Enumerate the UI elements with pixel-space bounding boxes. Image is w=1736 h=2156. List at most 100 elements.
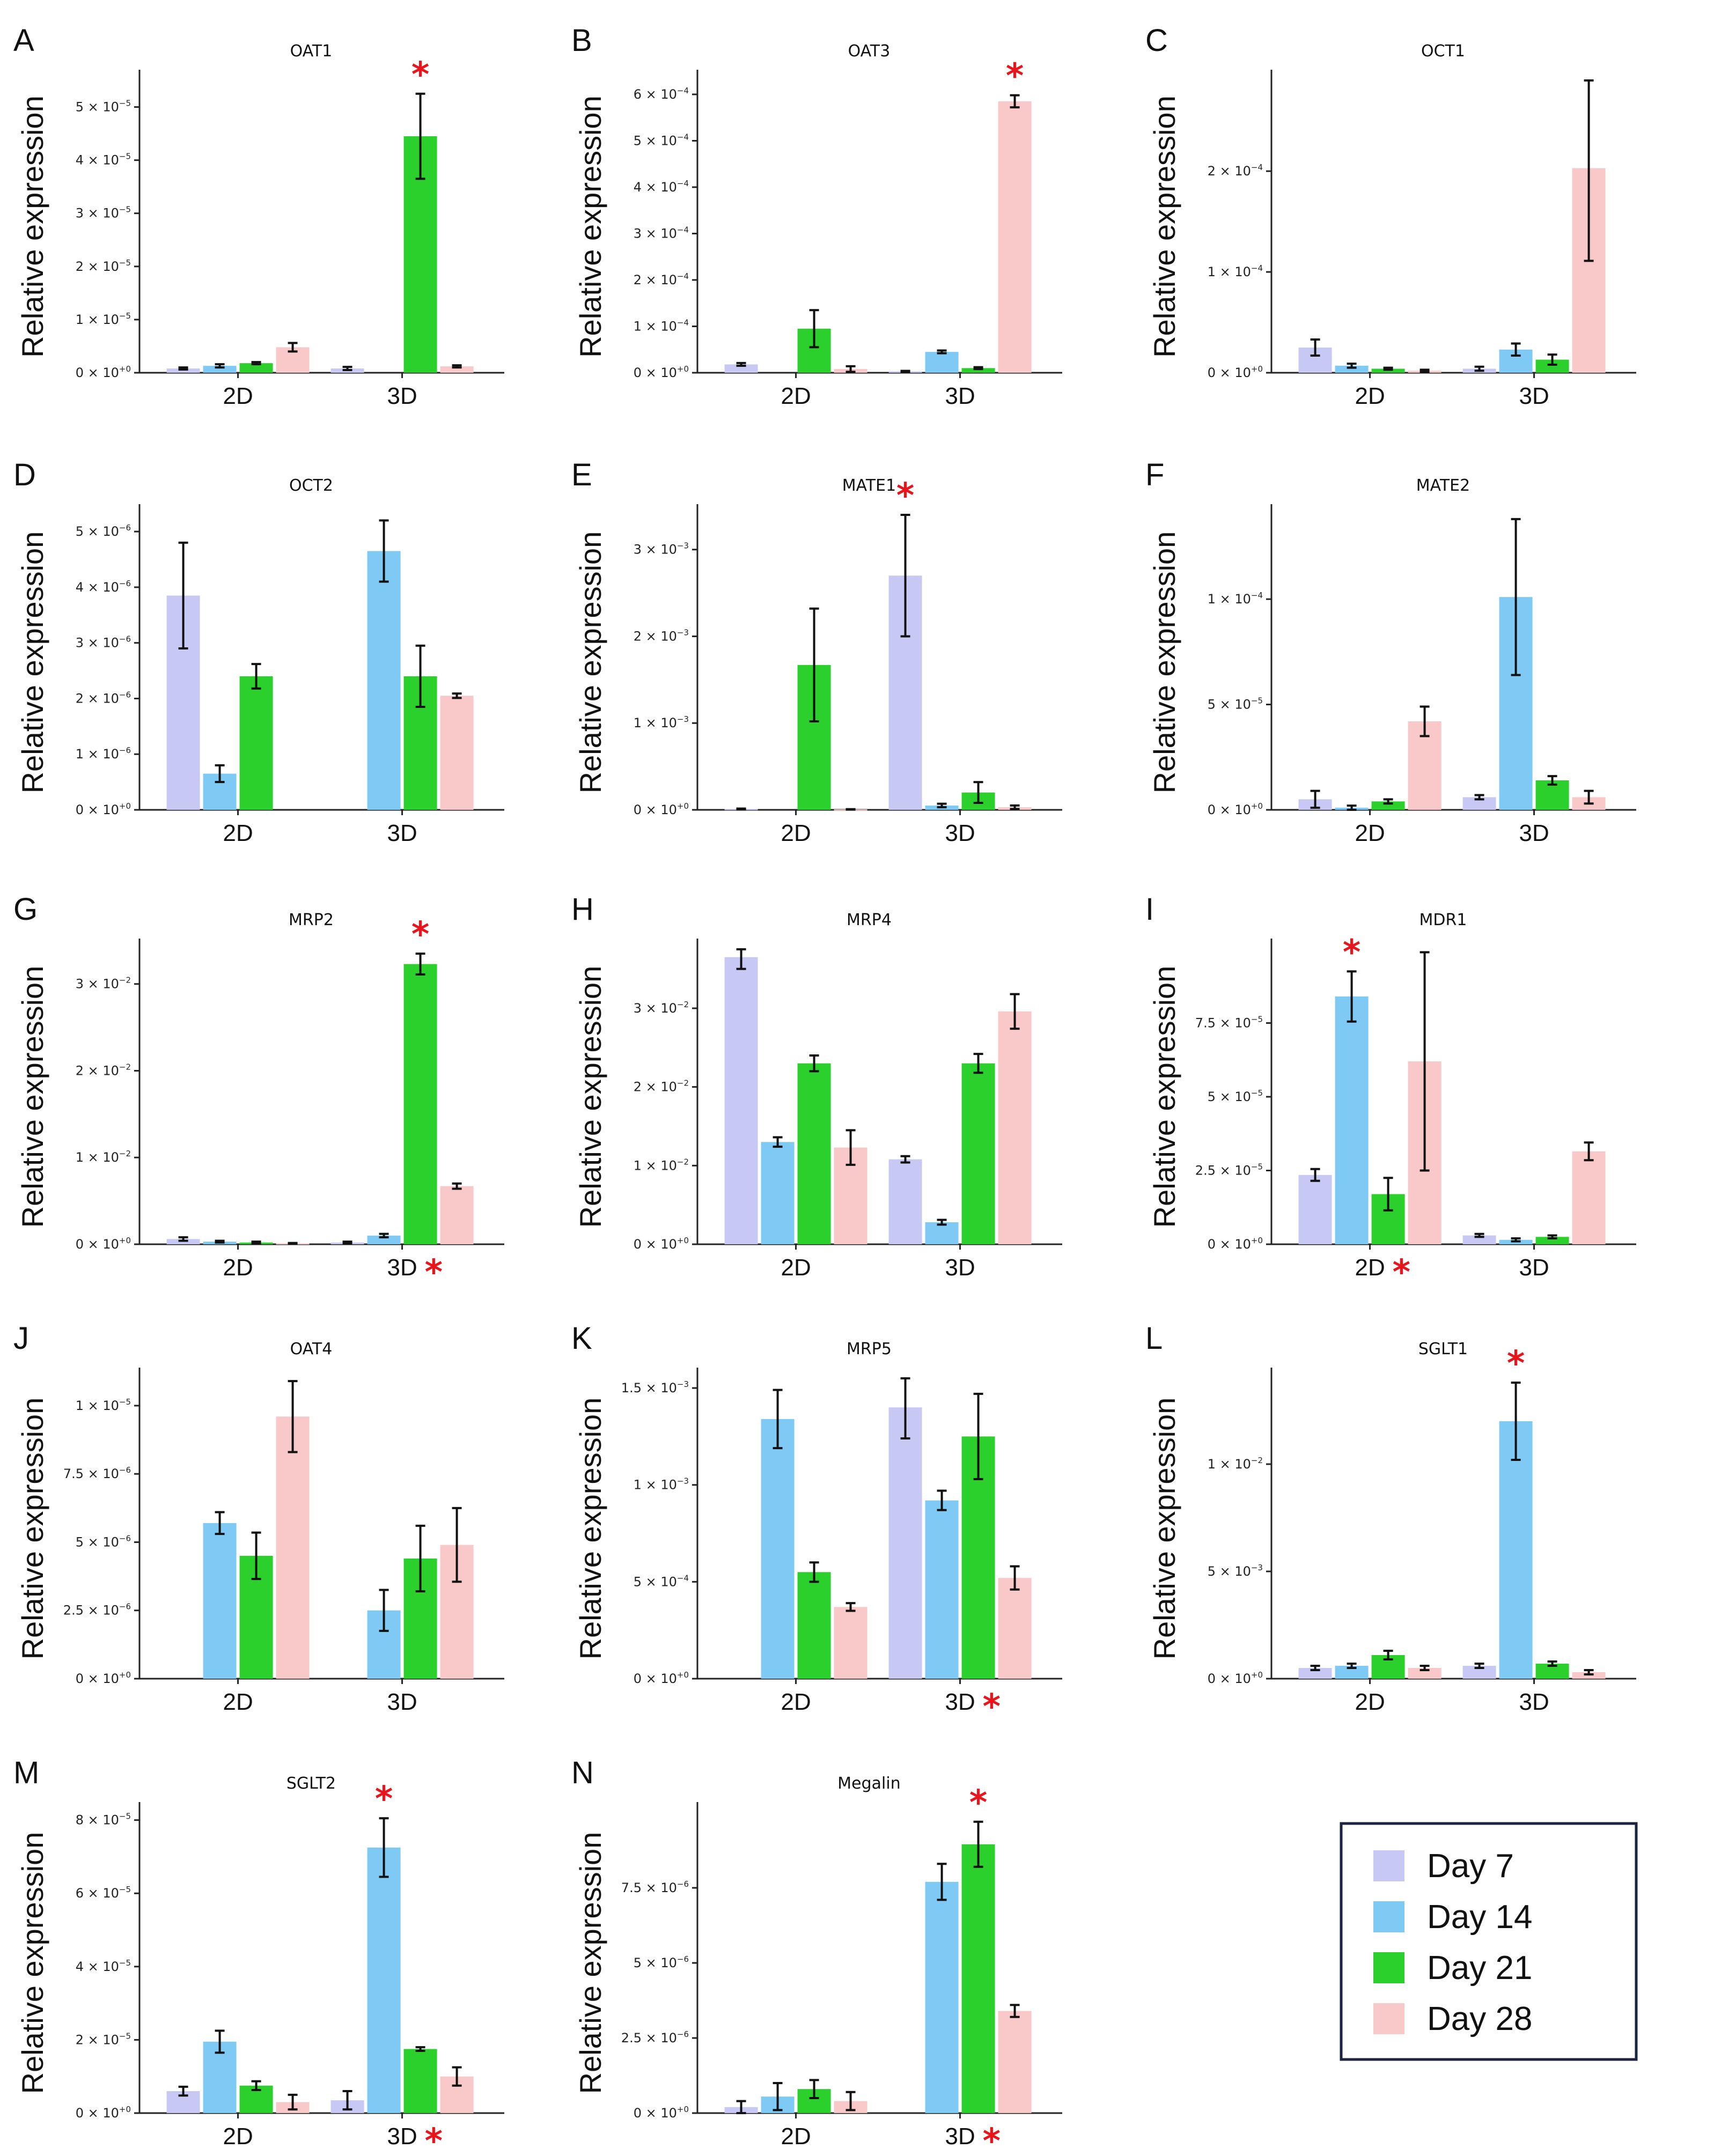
x-tick-label: 2D [223, 2123, 253, 2150]
bar [998, 1578, 1032, 1679]
y-tick-label: 2.5 × 10−6 [621, 2029, 689, 2046]
y-tick-label: 4 × 10−5 [76, 1958, 131, 1974]
chart-panel-A: A OAT1 Relative expression 0 × 10+0 1 × 10−5… [13, 23, 504, 409]
y-tick-label: 1 × 10−3 [634, 1476, 689, 1493]
significance-star: * [969, 1783, 987, 1823]
bar [724, 364, 758, 373]
y-tick-label: 2 × 10−2 [76, 1062, 131, 1078]
bar [998, 2011, 1032, 2113]
y-tick-label: 5 × 10−3 [1208, 1563, 1263, 1579]
significance-star: * [411, 915, 429, 955]
bar [440, 366, 474, 373]
legend-label: Day 7 [1427, 1848, 1514, 1885]
chart-panel-H: H MRP4 Relative expression 0 × 10+0 1 × 10−2… [571, 892, 1062, 1281]
y-tick-label: 0 × 10+0 [1208, 1670, 1263, 1686]
chart-panel-E: E MATE1 Relative expression 0 × 10+0 1 × 10−… [571, 457, 1062, 846]
significance-star: * [425, 2122, 443, 2156]
x-tick-label: 2D [781, 2123, 811, 2150]
bar [998, 101, 1032, 373]
chart-title: OCT1 [1421, 42, 1465, 61]
bar [1408, 1668, 1441, 1679]
panel-letter: C [1145, 23, 1168, 58]
x-tick-label: 3D [945, 1254, 975, 1281]
chart-title: MRP5 [847, 1340, 892, 1358]
bar [925, 1500, 959, 1679]
bar [1335, 996, 1369, 1244]
bar [961, 1063, 995, 1244]
legend-label: Day 21 [1427, 1950, 1532, 1987]
x-tick-label: 3D [945, 1689, 975, 1715]
y-tick-label: 0 × 10+0 [634, 2105, 689, 2121]
chart-panel-K: K MRP5 Relative expression 0 × 10+0 5 × 10−4… [571, 1321, 1062, 1727]
y-tick-label: 4 × 10−5 [76, 152, 131, 168]
panel-letter: F [1145, 457, 1164, 492]
chart-title: MRP2 [289, 911, 334, 929]
chart-title: MRP4 [847, 911, 892, 929]
y-axis-label: Relative expression [16, 95, 49, 358]
chart-panel-N: N Megalin Relative expression 0 × 10+0 2.5 ×… [571, 1755, 1062, 2156]
x-tick-label: 2D [1355, 383, 1385, 409]
y-tick-label: 4 × 10−6 [76, 579, 131, 595]
significance-star: * [1343, 933, 1360, 972]
panel-letter: J [13, 1321, 29, 1356]
x-tick-label: 2D [781, 383, 811, 409]
x-tick-label: 3D [1519, 1689, 1549, 1715]
y-tick-label: 2.5 × 10−6 [63, 1602, 131, 1618]
y-tick-label: 3 × 10−3 [634, 541, 689, 557]
y-tick-label: 5 × 10−5 [76, 99, 131, 115]
y-tick-label: 6 × 10−4 [634, 86, 689, 102]
chart-panel-G: G MRP2 Relative expression 0 × 10+0 1 × 10−2… [13, 892, 504, 1293]
y-tick-label: 1 × 10−3 [634, 714, 689, 730]
y-tick-label: 3 × 10−5 [76, 205, 131, 221]
y-axis-label: Relative expression [1147, 95, 1181, 358]
x-tick-label: 3D [387, 383, 417, 409]
y-tick-label: 2 × 10−3 [634, 627, 689, 644]
x-tick-label: 2D [781, 1689, 811, 1715]
panel-letter: A [13, 23, 34, 58]
bar [403, 964, 437, 1244]
bar [1499, 1421, 1533, 1679]
panel-letter: E [571, 457, 592, 492]
bar [961, 368, 995, 373]
x-tick-label: 3D [387, 820, 417, 846]
bar [1572, 1151, 1606, 1244]
y-tick-label: 7.5 × 10−6 [63, 1465, 131, 1481]
y-tick-label: 2 × 10−2 [634, 1079, 689, 1095]
chart-title: OAT3 [848, 42, 891, 61]
y-tick-label: 3 × 10−2 [634, 1000, 689, 1016]
x-tick-label: 2D [1355, 820, 1385, 846]
legend: Day 7 Day 14 Day 21 Day 28 [1340, 1822, 1638, 2061]
chart-panel-M: M SGLT2 Relative expression 0 × 10+0 2 × 10−… [13, 1755, 504, 2156]
x-tick-label: 3D [1519, 820, 1549, 846]
bar [797, 1572, 831, 1679]
y-tick-label: 2.5 × 10−5 [1195, 1162, 1263, 1178]
panel-letter: N [571, 1755, 594, 1790]
significance-star: * [1006, 57, 1024, 97]
bar [888, 1159, 922, 1244]
y-tick-label: 0 × 10+0 [634, 801, 689, 817]
y-tick-label: 1 × 10−5 [76, 1397, 131, 1413]
panel-letter: G [13, 892, 38, 927]
y-tick-label: 0 × 10+0 [76, 1670, 131, 1686]
chart-panel-L: L SGLT1 Relative expression 0 × 10+0 5 × 10−… [1145, 1321, 1636, 1715]
chart-panel-F: F MATE2 Relative expression 0 × 10+0 5 × 10−… [1145, 457, 1636, 846]
y-axis-label: Relative expression [16, 531, 49, 794]
y-tick-label: 6 × 10−5 [76, 1885, 131, 1901]
y-tick-label: 1 × 10−6 [76, 745, 131, 762]
bar [1535, 1237, 1569, 1244]
bar [203, 366, 237, 373]
x-tick-label: 2D [781, 1254, 811, 1281]
bar [797, 1063, 831, 1244]
y-axis-label: Relative expression [573, 95, 607, 358]
x-tick-label: 3D [945, 2123, 975, 2150]
significance-star: * [425, 1253, 443, 1293]
x-tick-label: 3D [387, 1254, 417, 1281]
panel-letter: D [13, 457, 36, 492]
y-tick-label: 4 × 10−4 [634, 179, 689, 195]
bar [440, 1186, 474, 1244]
x-tick-label: 2D [223, 1254, 253, 1281]
bar [761, 1142, 795, 1244]
chart-panel-C: C OCT1 Relative expression 0 × 10+0 1 × 10−4… [1145, 23, 1636, 409]
x-tick-label: 3D [945, 383, 975, 409]
